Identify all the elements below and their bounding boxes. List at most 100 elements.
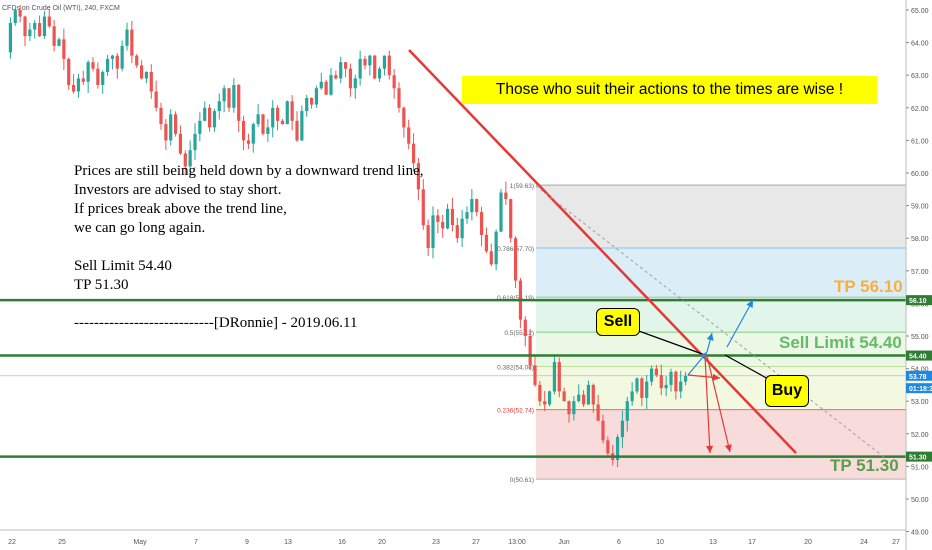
price-label: 01:18:33 [909, 386, 932, 393]
candle-body [290, 101, 294, 121]
candle-body [110, 55, 115, 59]
banner-quote: Those who suit their actions to the time… [462, 76, 877, 104]
fib-zone [536, 247, 906, 298]
time-tick-label: 17 [748, 539, 756, 546]
candle-body [314, 88, 319, 105]
price-tick-label: 50.00 [911, 497, 929, 504]
price-tick-label: 65.00 [911, 8, 929, 15]
candle-body [227, 88, 231, 108]
candle-body [309, 98, 314, 105]
time-tick-label: 25 [58, 539, 66, 546]
candle-body [295, 120, 299, 141]
candle-body [674, 371, 678, 392]
candle-body [28, 29, 32, 37]
note-line-1: Prices are still being held down by a do… [74, 163, 424, 179]
time-tick-label: 13:00 [508, 539, 526, 546]
price-axis: 65.00 64.00 63.00 62.00 61.00 60.00 59.00 58.00… [905, 0, 932, 550]
candle-body [615, 437, 620, 460]
candle-body [275, 107, 280, 121]
candle-body [460, 218, 464, 239]
candle-body [635, 378, 639, 392]
tp-low-label: TP 51.30 [830, 456, 899, 475]
candle-body [101, 71, 105, 85]
candle-body [173, 114, 178, 134]
candle-body [407, 127, 411, 144]
candle-body [280, 120, 285, 125]
trend-line [408, 49, 797, 454]
down-arrow-2 [706, 355, 732, 453]
candle-body [543, 401, 547, 405]
candle-body [232, 84, 236, 108]
time-tick-label: 27 [472, 539, 480, 546]
candle-body [591, 384, 595, 405]
candle-body [300, 111, 304, 141]
candle-body [237, 84, 241, 121]
candle-body [664, 384, 668, 389]
candle-body [105, 58, 110, 72]
candle-body [76, 78, 81, 92]
time-tick-label: 20 [378, 539, 386, 546]
candle-body [455, 225, 459, 239]
candle-body [120, 45, 124, 69]
fib-label: 0.5(55.12) [504, 330, 534, 337]
candle-body [577, 394, 581, 402]
candle-body [630, 391, 634, 402]
candle-body [523, 319, 527, 336]
candle-body [397, 88, 401, 108]
tp-high-label: TP 56.10 [834, 277, 903, 296]
time-tick-label: 13 [284, 539, 292, 546]
price-label-bg [906, 383, 932, 394]
note-sell-limit: Sell Limit 54.40 [74, 258, 172, 274]
fib-label: 0.618(56.19) [497, 295, 534, 302]
candle-body [504, 192, 508, 200]
candle-body [654, 368, 659, 376]
candle-body [47, 16, 51, 27]
candle-body [285, 101, 289, 125]
candle-body [683, 375, 688, 382]
candle-body [659, 375, 663, 389]
candle-body [319, 81, 323, 89]
candle-body [377, 68, 382, 79]
candle-body [169, 114, 173, 141]
price-tick-label: 60.00 [911, 171, 929, 178]
price-label: 54.40 [909, 354, 927, 361]
candle-body [562, 391, 566, 402]
candle-body [572, 401, 576, 415]
note-line-4: we can go long again. [74, 220, 206, 236]
candle-body [450, 208, 455, 226]
price-tick-label: 58.00 [911, 236, 929, 243]
candle-body [149, 71, 153, 92]
candle-body [596, 404, 600, 421]
price-tick-label: 62.00 [911, 106, 929, 113]
candle-body [222, 88, 226, 102]
candle-body [246, 140, 251, 144]
candle-body [489, 251, 493, 265]
price-tick-label: 53.00 [911, 399, 929, 406]
candle-body [203, 107, 207, 121]
fib-label: 0.382(54.06) [497, 365, 534, 372]
sell-limit-label: Sell Limit 54.40 [779, 333, 902, 352]
up-arrow-small [687, 351, 708, 376]
fib-zone [536, 409, 906, 480]
candle-body [178, 133, 183, 154]
candle-body [547, 391, 552, 405]
fib-label: 0.236(52.74) [497, 408, 534, 415]
candle-body [411, 143, 416, 164]
time-tick-label: Jun [558, 539, 569, 546]
candle-body [606, 440, 610, 454]
candle-body [18, 10, 22, 17]
symbol-line: CFDs on Crude Oil (WTI), 240, FXCM [2, 5, 120, 12]
candle-body [552, 362, 557, 392]
candle-body [125, 29, 129, 46]
candle-body [363, 58, 367, 66]
candle-body [271, 107, 275, 128]
time-tick-label: 7 [194, 539, 198, 546]
candle-body [479, 212, 484, 235]
candle-body [382, 55, 387, 69]
price-label: 56.10 [909, 298, 927, 305]
candle-body [144, 71, 149, 79]
candle-body [392, 75, 396, 89]
candle-body [343, 62, 348, 69]
candle-body [557, 362, 561, 392]
candle-body [207, 107, 212, 128]
